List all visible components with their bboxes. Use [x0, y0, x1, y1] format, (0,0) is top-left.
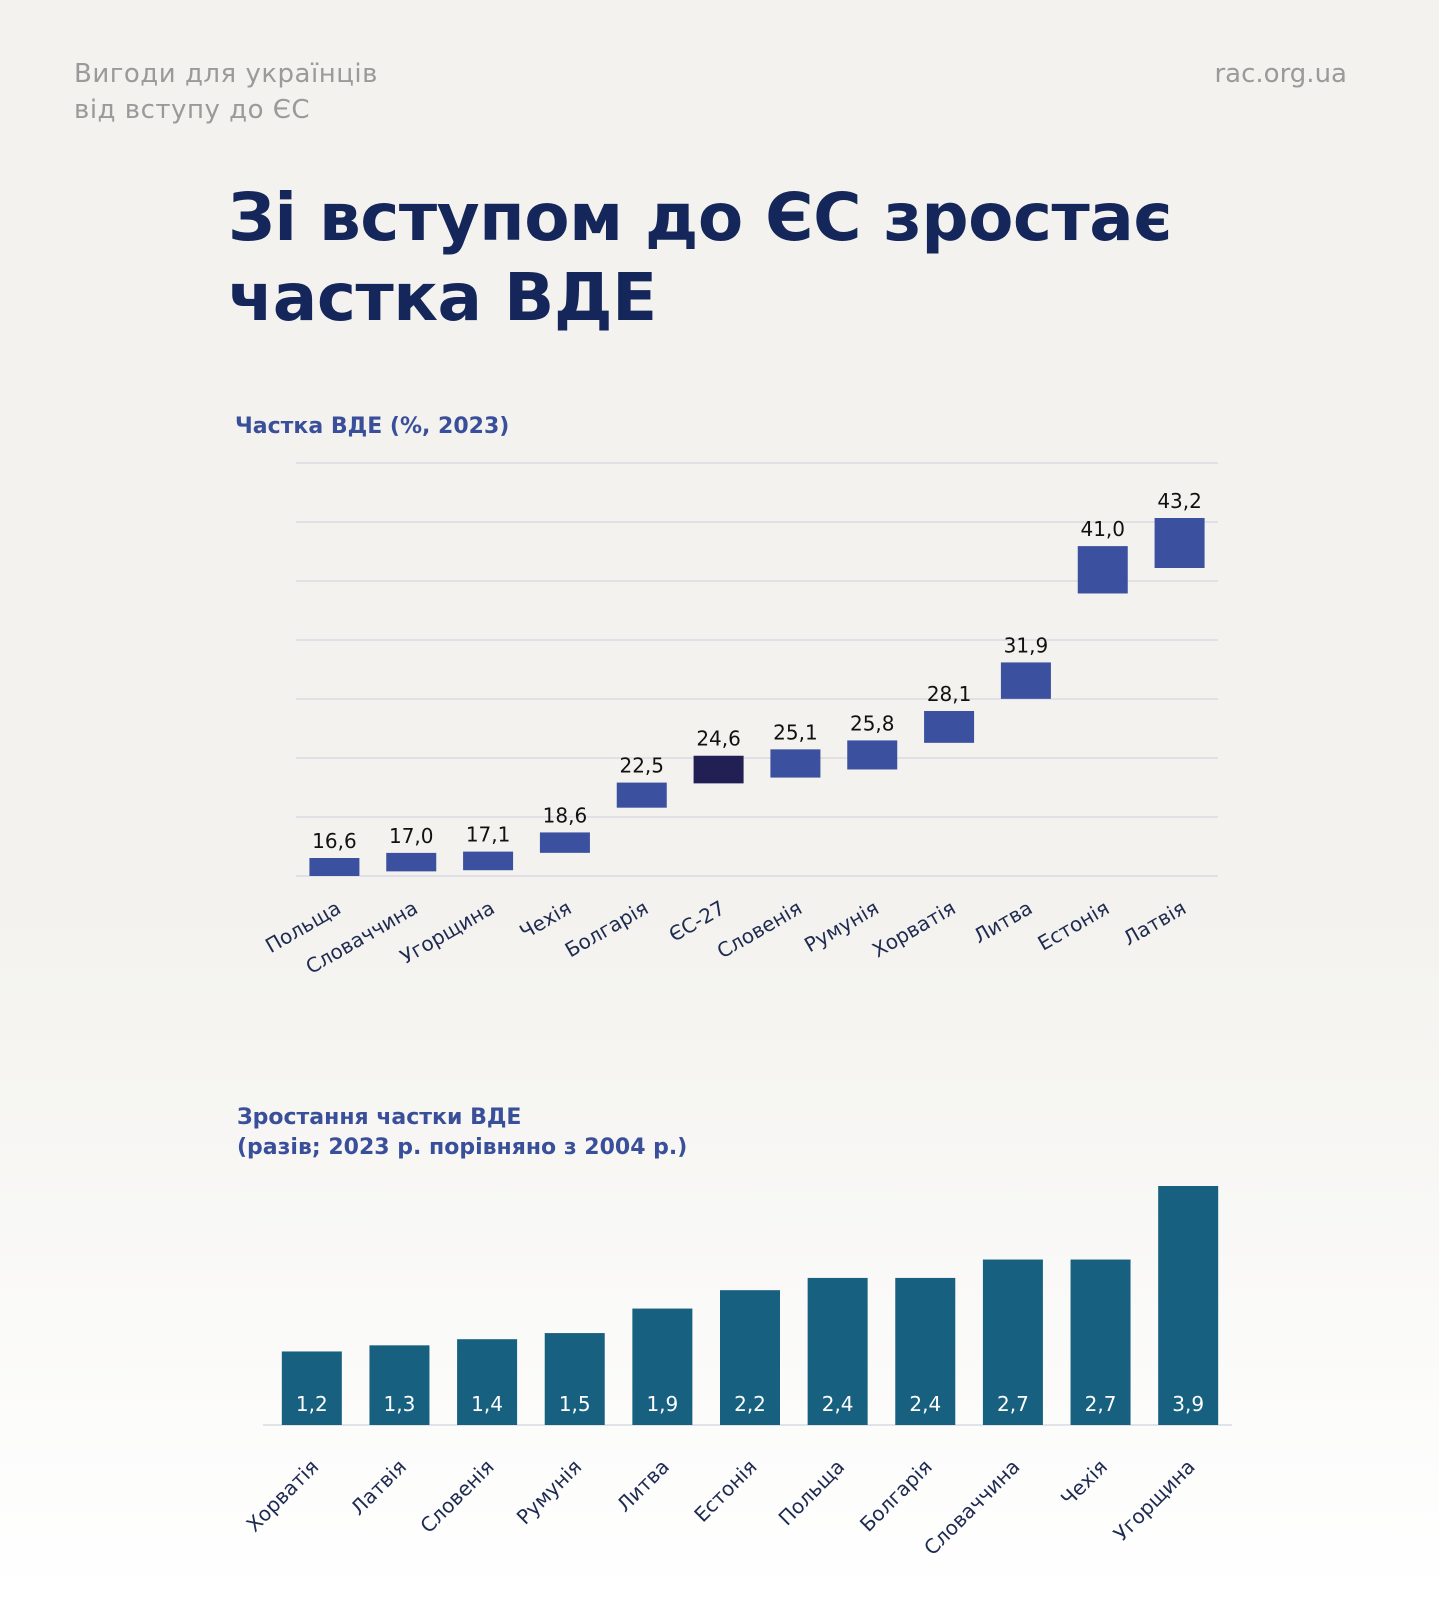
bar-3	[544, 1333, 605, 1425]
bar-8	[924, 711, 975, 743]
value-label: 2,7	[1085, 1392, 1117, 1416]
value-label: 17,0	[389, 824, 434, 848]
chart-renewable-share: 16,6Польща17,0Словаччина17,1Угорщина18,6…	[261, 462, 1218, 979]
value-label: 1,9	[646, 1392, 678, 1416]
value-label: 28,1	[927, 682, 972, 706]
bar-9	[1070, 1259, 1131, 1425]
category-label: Болгарія	[855, 1455, 937, 1537]
value-label: 17,1	[466, 823, 511, 847]
chart2-title: Зростання частки ВДЕ (разів; 2023 р. пор…	[237, 1103, 687, 1163]
bar-2	[463, 851, 514, 871]
category-label: Словенія	[415, 1455, 498, 1538]
category-label: Естонія	[689, 1455, 761, 1527]
bar-1	[386, 852, 437, 872]
page-title: Зі вступом до ЄС зростає частка ВДЕ	[228, 178, 1228, 338]
chart2-title-line1: Зростання частки ВДЕ	[237, 1105, 522, 1130]
value-label: 18,6	[543, 803, 588, 827]
bar-3	[539, 832, 590, 853]
chart1-title-text: Частка ВДЕ (%, 2023)	[235, 414, 510, 439]
bar-6	[770, 749, 821, 778]
value-label: 1,3	[384, 1392, 416, 1416]
bar-0	[309, 858, 360, 876]
bar-5	[720, 1290, 780, 1425]
header-subtitle: Вигоди для українців від вступу до ЄС	[74, 56, 378, 128]
bar-9	[1000, 662, 1051, 699]
value-label: 25,1	[773, 720, 818, 744]
category-label: Литва	[612, 1455, 674, 1517]
value-label: 25,8	[850, 711, 895, 735]
site-link[interactable]: rac.org.ua	[1214, 59, 1347, 89]
value-label: 1,2	[296, 1392, 328, 1416]
bar-8	[982, 1259, 1043, 1425]
value-label: 2,2	[734, 1392, 766, 1416]
bar-7	[895, 1277, 956, 1425]
category-label: Румунія	[512, 1455, 587, 1530]
value-label: 41,0	[1080, 517, 1125, 541]
value-label: 31,9	[1004, 633, 1049, 657]
bar-0	[281, 1351, 342, 1425]
bar-10	[1158, 1186, 1219, 1425]
value-label: 1,4	[471, 1392, 503, 1416]
value-label: 22,5	[619, 754, 664, 778]
bar-5	[693, 755, 744, 784]
category-label: Хорватія	[241, 1455, 323, 1537]
value-label: 43,2	[1157, 489, 1202, 513]
chart2-title-line2: (разів; 2023 р. порівняно з 2004 р.)	[237, 1135, 688, 1160]
page-title-line2: частка ВДЕ	[228, 259, 657, 336]
value-label: 2,4	[909, 1392, 941, 1416]
bar-2	[457, 1339, 518, 1425]
category-label: Угорщина	[1109, 1455, 1200, 1546]
value-label: 2,4	[822, 1392, 854, 1416]
value-label: 24,6	[696, 727, 741, 751]
bar-7	[847, 740, 898, 770]
value-label: 16,6	[312, 829, 357, 853]
category-label: Латвія	[346, 1455, 411, 1520]
value-label: 1,5	[559, 1392, 591, 1416]
bar-6	[807, 1277, 868, 1425]
page-title-line1: Зі вступом до ЄС зростає	[228, 179, 1172, 256]
header-subtitle-line1: Вигоди для українців	[74, 59, 378, 89]
value-label: 3,9	[1172, 1392, 1204, 1416]
bar-10	[1077, 546, 1128, 594]
header-subtitle-line2: від вступу до ЄС	[74, 95, 311, 125]
category-label: Чехія	[1056, 1455, 1112, 1511]
chart1-title: Частка ВДЕ (%, 2023)	[235, 412, 509, 442]
value-label: 2,7	[997, 1392, 1029, 1416]
bar-11	[1154, 518, 1205, 568]
category-label: Польща	[774, 1455, 850, 1531]
bar-4	[616, 782, 667, 808]
bar-1	[369, 1345, 430, 1425]
bar-4	[632, 1308, 693, 1425]
